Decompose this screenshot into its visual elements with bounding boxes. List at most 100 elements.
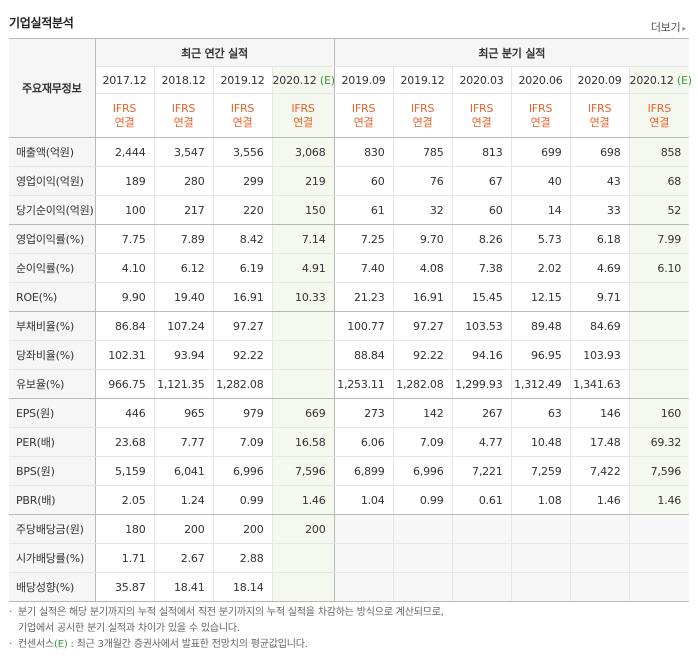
table-cell: 107.24	[154, 311, 214, 341]
estimate-mark: (E)	[319, 73, 335, 87]
ifrs-line1: IFRS	[469, 101, 494, 115]
table-cell: 35.87	[95, 572, 155, 602]
table-cell: 220	[213, 195, 273, 225]
table-cell: 4.69	[570, 253, 630, 283]
row-label: 시가배당률(%)	[9, 543, 96, 573]
table-cell: 6.18	[570, 224, 630, 254]
table-cell	[393, 514, 453, 544]
ifrs-label: IFRS 연결	[334, 93, 394, 138]
row-label: BPS(원)	[9, 456, 96, 486]
table-cell	[629, 543, 690, 573]
table-cell	[570, 543, 630, 573]
table-cell: 4.77	[452, 427, 512, 457]
ifrs-line2: 연결	[530, 115, 551, 129]
period-header: 2019.09	[334, 66, 394, 94]
quarter-group-header: 최근 분기 실적	[334, 38, 690, 67]
table-cell: 180	[95, 514, 155, 544]
more-link[interactable]: 더보기 ▸	[651, 19, 686, 35]
table-cell	[334, 543, 394, 573]
table-cell: 7.99	[629, 224, 690, 254]
consensus-text: : 최근 3개월간 증권사에서 발표한 전망치의 평균값입니다.	[70, 639, 308, 650]
table-cell: 5.73	[511, 224, 571, 254]
ifrs-label: IFRS 연결	[95, 93, 155, 138]
table-cell: 86.84	[95, 311, 155, 341]
table-cell: 7,596	[272, 456, 335, 486]
table-cell: 2.88	[213, 543, 273, 573]
ifrs-label: IFRS 연결	[393, 93, 453, 138]
table-cell: 18.14	[213, 572, 273, 602]
row-label: 당좌비율(%)	[9, 340, 96, 370]
table-cell	[272, 340, 335, 370]
table-cell	[629, 311, 690, 341]
table-cell: 12.15	[511, 282, 571, 312]
table-row: 유보율(%) 966.75 1,121.35 1,282.08 1,253.11 1,28…	[9, 369, 690, 399]
table-row: 매출액(억원) 2,444 3,547 3,556 3,068 830 785 813 699 6…	[9, 137, 690, 167]
table-cell: 33	[570, 195, 630, 225]
table-cell: 3,068	[272, 137, 335, 167]
ifrs-label: IFRS 연결	[272, 93, 335, 138]
table-cell: 7,422	[570, 456, 630, 486]
table-cell: 69.32	[629, 427, 690, 457]
table-row: PBR(배) 2.05 1.24 0.99 1.46 1.04 0.99 0.61 1.08 1.…	[9, 485, 690, 515]
table-cell: 68	[629, 166, 690, 196]
table-cell: 698	[570, 137, 630, 167]
table-cell: 21.23	[334, 282, 394, 312]
table-cell: 7.40	[334, 253, 394, 283]
table-cell: 7.89	[154, 224, 214, 254]
row-label: 순이익률(%)	[9, 253, 96, 283]
table-cell: 1.71	[95, 543, 155, 573]
table-row: 배당성향(%) 35.87 18.41 18.14	[9, 572, 690, 602]
table-cell: 200	[272, 514, 335, 544]
footnote-consensus: 컨센서스(E) : 최근 3개월간 증권사에서 발표한 전망치의 평균값입니다.	[9, 637, 444, 653]
ifrs-line2: 연결	[412, 115, 433, 129]
table-cell: 40	[511, 166, 571, 196]
table-cell	[452, 514, 512, 544]
table-cell: 6.10	[629, 253, 690, 283]
table-cell: 1,121.35	[154, 369, 214, 399]
table-cell: 63	[511, 398, 571, 428]
table-cell: 965	[154, 398, 214, 428]
table-cell: 2,444	[95, 137, 155, 167]
table-cell: 1.46	[570, 485, 630, 515]
table-cell: 1.46	[272, 485, 335, 515]
table-cell: 1,341.63	[570, 369, 630, 399]
table-cell: 273	[334, 398, 394, 428]
table-cell: 92.22	[213, 340, 273, 370]
row-label: 배당성향(%)	[9, 572, 96, 602]
table-cell: 1.04	[334, 485, 394, 515]
table-cell: 14	[511, 195, 571, 225]
table-cell: 299	[213, 166, 273, 196]
ifrs-line2: 연결	[353, 115, 374, 129]
table-cell	[629, 369, 690, 399]
table-cell: 60	[452, 195, 512, 225]
table-cell	[334, 514, 394, 544]
table-cell: 200	[154, 514, 214, 544]
annual-group-header: 최근 연간 실적	[95, 38, 335, 67]
table-cell	[629, 514, 690, 544]
table-cell	[511, 514, 571, 544]
table-cell: 813	[452, 137, 512, 167]
table-cell: 15.45	[452, 282, 512, 312]
period-label: 2018.12	[161, 73, 206, 87]
table-cell: 7,259	[511, 456, 571, 486]
table-cell: 146	[570, 398, 630, 428]
table-cell	[629, 340, 690, 370]
row-label: EPS(원)	[9, 398, 96, 428]
table-cell: 858	[629, 137, 690, 167]
ifrs-label: IFRS 연결	[629, 93, 690, 138]
table-cell: 92.22	[393, 340, 453, 370]
table-cell: 4.08	[393, 253, 453, 283]
table-cell: 16.91	[213, 282, 273, 312]
period-label: 2020.12	[272, 73, 317, 87]
table-cell: 94.16	[452, 340, 512, 370]
table-cell: 979	[213, 398, 273, 428]
table-cell: 966.75	[95, 369, 155, 399]
table-cell: 160	[629, 398, 690, 428]
table-cell: 2.67	[154, 543, 214, 573]
table-cell: 8.26	[452, 224, 512, 254]
period-header: 2019.12	[393, 66, 453, 94]
table-cell: 60	[334, 166, 394, 196]
section-title: 기업실적분석	[9, 16, 74, 30]
table-cell: 1,282.08	[213, 369, 273, 399]
ifrs-line1: IFRS	[410, 101, 435, 115]
